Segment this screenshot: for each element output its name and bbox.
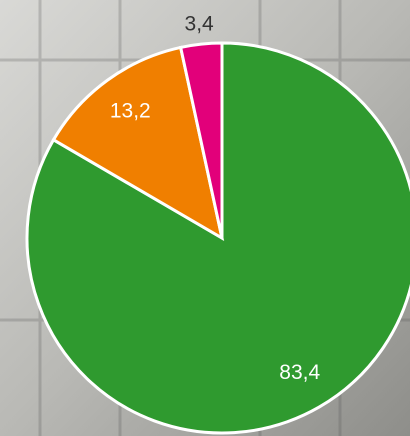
data-label: 3,4 (185, 12, 215, 35)
data-label: 13,2 (110, 99, 151, 122)
pie-slice (178, 41, 224, 239)
pie-slice (25, 41, 410, 435)
pie: 83,4 13,2 3,4 (25, 12, 410, 435)
data-label: 83,4 (279, 361, 320, 384)
pie-slice (51, 45, 225, 242)
